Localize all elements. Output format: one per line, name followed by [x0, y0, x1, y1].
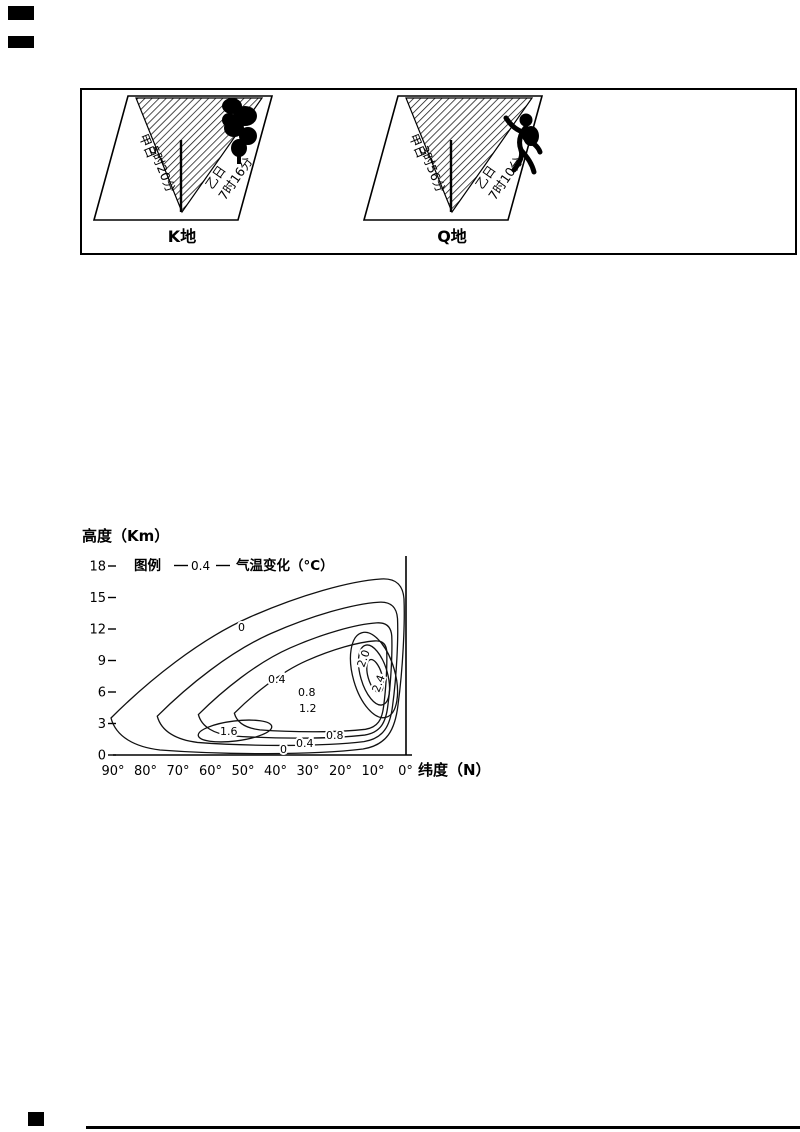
svg-text:15: 15 [89, 591, 106, 606]
svg-text:40°: 40° [264, 764, 287, 779]
shadow-diagram-canvas: 甲日 5时20分 乙日 7时16分 K地 甲日 [92, 95, 544, 246]
svg-text:90°: 90° [101, 764, 124, 779]
svg-text:0: 0 [98, 749, 106, 764]
contour-lines [111, 579, 406, 754]
y-tick-marks [108, 565, 116, 756]
contour-label: 0.4 [268, 673, 286, 686]
shadow-sweep-region [405, 97, 534, 214]
contour-label: 0 [280, 743, 287, 756]
ground-plane [362, 95, 544, 221]
legend-value: 0.4 [191, 559, 210, 573]
shadow-diagram-figure: 甲日 5时20分 乙日 7时16分 K地 甲日 [80, 88, 797, 255]
x-tick-labels: 90° 80° 70° 60° 50° 40° 30° 20° 10° 0° [101, 764, 412, 779]
tree-silhouette [222, 98, 257, 164]
page-bottom-rule [86, 1126, 800, 1129]
contour-label: 1.6 [220, 725, 238, 738]
svg-text:0°: 0° [398, 764, 413, 779]
svg-text:60°: 60° [199, 764, 222, 779]
legend-label: 图例 [134, 557, 161, 574]
contour-label: 2.0 [355, 648, 373, 669]
svg-text:10°: 10° [361, 764, 384, 779]
place-label: Q地 [437, 227, 467, 246]
ground-plane [92, 95, 274, 221]
contour-label: 0.8 [298, 686, 316, 699]
contour-label: 0.8 [326, 729, 344, 742]
iso-2-4-cell [364, 658, 387, 695]
svg-text:20°: 20° [329, 764, 352, 779]
svg-text:6: 6 [98, 686, 106, 701]
climber-silhouette [503, 113, 543, 175]
contour-label: 0 [238, 621, 245, 634]
place-label: K地 [168, 227, 196, 246]
y-tick-labels: 18 15 12 9 6 3 0 [89, 560, 106, 764]
svg-text:50°: 50° [231, 764, 254, 779]
iso-2-0-cell [352, 641, 395, 708]
contour-chart-canvas: 高度（Km） 图例 0.4 气温变化（°C） [82, 527, 491, 779]
contour-labels: 0 0.4 0.8 1.2 1.6 2.0 2.4 0 0.4 0.8 [218, 619, 390, 758]
legend-caption: 气温变化（°C） [235, 557, 334, 574]
contour-label: 0.4 [296, 737, 314, 750]
svg-text:80°: 80° [134, 764, 157, 779]
svg-text:30°: 30° [296, 764, 319, 779]
svg-text:3: 3 [98, 717, 106, 732]
x-axis-title: 纬度（N） [418, 761, 491, 779]
y-axis-title: 高度（Km） [82, 527, 169, 545]
iso-1-6-cell [197, 717, 273, 746]
scan-artifact-mark [28, 1112, 44, 1126]
contour-label: 1.2 [299, 702, 317, 715]
svg-text:12: 12 [89, 623, 106, 638]
iso-cluster-outer [342, 627, 407, 723]
scan-artifact-mark [8, 6, 34, 20]
svg-text:9: 9 [98, 654, 106, 669]
temperature-contour-figure: 高度（Km） 图例 0.4 气温变化（°C） [78, 523, 518, 795]
svg-text:18: 18 [89, 560, 106, 575]
chart-legend: 图例 0.4 气温变化（°C） [134, 557, 334, 574]
sundial-panel-k: 甲日 5时20分 乙日 7时16分 K地 [92, 95, 274, 246]
scan-artifact-mark [8, 36, 34, 48]
sundial-panel-q: 甲日 3时56分 乙日 7时10分 Q地 [362, 95, 544, 246]
svg-text:70°: 70° [166, 764, 189, 779]
